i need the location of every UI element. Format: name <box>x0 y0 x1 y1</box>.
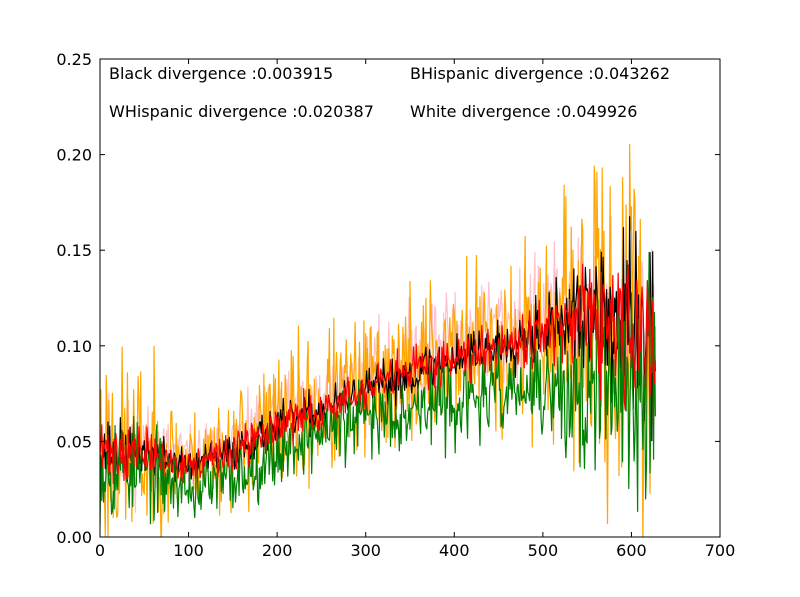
x-tick-label: 600 <box>616 541 647 560</box>
y-tick-label: 0.15 <box>56 241 92 260</box>
plot-frame <box>99 58 721 538</box>
annotation-whispanic-divergence: WHispanic divergence :0.020387 <box>109 102 374 121</box>
x-tick-label: 300 <box>350 541 381 560</box>
annotation-bhispanic-divergence: BHispanic divergence :0.043262 <box>410 64 670 83</box>
series-line-4 <box>100 251 656 526</box>
series-line-2 <box>100 143 656 537</box>
x-tick-label: 500 <box>528 541 559 560</box>
x-tick-label: 100 <box>173 541 204 560</box>
y-tick-label: 0.25 <box>56 50 92 69</box>
y-tick-label: 0.00 <box>56 528 92 547</box>
y-tick-label: 0.10 <box>56 337 92 356</box>
series-line-5 <box>100 263 656 485</box>
annotation-white-divergence: White divergence :0.049926 <box>410 102 637 121</box>
y-tick-label: 0.05 <box>56 432 92 451</box>
x-tick-label: 0 <box>95 541 105 560</box>
ticks-layer: 0 100 200 300 400 500 600 700 0.00 0.05 0.10 0.15 0.… <box>56 50 735 560</box>
annotation-black-divergence: Black divergence :0.003915 <box>109 64 333 83</box>
x-tick-label: 700 <box>705 541 736 560</box>
x-tick-label: 400 <box>439 541 470 560</box>
y-tick-label: 0.20 <box>56 146 92 165</box>
x-tick-label: 200 <box>262 541 293 560</box>
series-layer <box>100 143 656 537</box>
